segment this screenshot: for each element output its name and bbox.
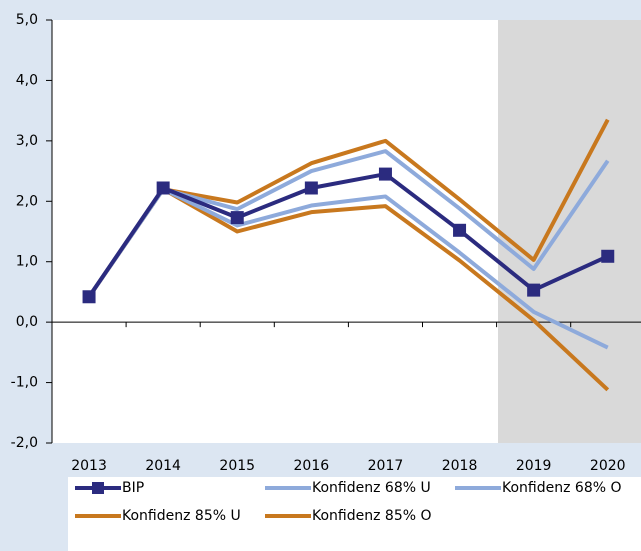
marker xyxy=(378,167,392,181)
x-tick-label: 2018 xyxy=(442,458,478,474)
legend-label: Konfidenz 85% O xyxy=(312,508,432,524)
x-tick-label: 2019 xyxy=(516,458,552,474)
series-line xyxy=(87,172,609,298)
marker xyxy=(82,290,96,304)
forecast-shade xyxy=(498,20,641,443)
marker xyxy=(304,181,318,195)
x-tick-label: 2015 xyxy=(219,458,255,474)
x-tick-label: 2017 xyxy=(368,458,404,474)
y-tick-label: 0,0 xyxy=(16,314,38,330)
x-tick-label: 2020 xyxy=(590,458,626,474)
marker xyxy=(453,223,467,237)
marker xyxy=(156,181,170,195)
marker xyxy=(527,283,541,297)
legend-marker xyxy=(92,482,104,494)
y-tick-label: -1,0 xyxy=(11,375,38,391)
y-tick-label: 1,0 xyxy=(16,254,38,270)
legend-box xyxy=(68,477,641,551)
x-tick-label: 2014 xyxy=(145,458,181,474)
y-tick-label: 4,0 xyxy=(16,72,38,88)
x-tick-label: 2013 xyxy=(71,458,107,474)
y-tick-label: 5,0 xyxy=(16,12,38,28)
y-tick-label: 3,0 xyxy=(16,133,38,149)
y-tick-label: 2,0 xyxy=(16,193,38,209)
marker xyxy=(230,211,244,225)
legend-label: Konfidenz 68% U xyxy=(312,480,431,496)
series-line xyxy=(87,187,609,350)
x-tick-label: 2016 xyxy=(294,458,330,474)
legend-label: Konfidenz 68% O xyxy=(502,480,622,496)
marker xyxy=(601,249,615,263)
legend-label: Konfidenz 85% U xyxy=(122,508,241,524)
y-tick-label: -2,0 xyxy=(11,435,38,451)
legend-label: BIP xyxy=(122,480,144,496)
